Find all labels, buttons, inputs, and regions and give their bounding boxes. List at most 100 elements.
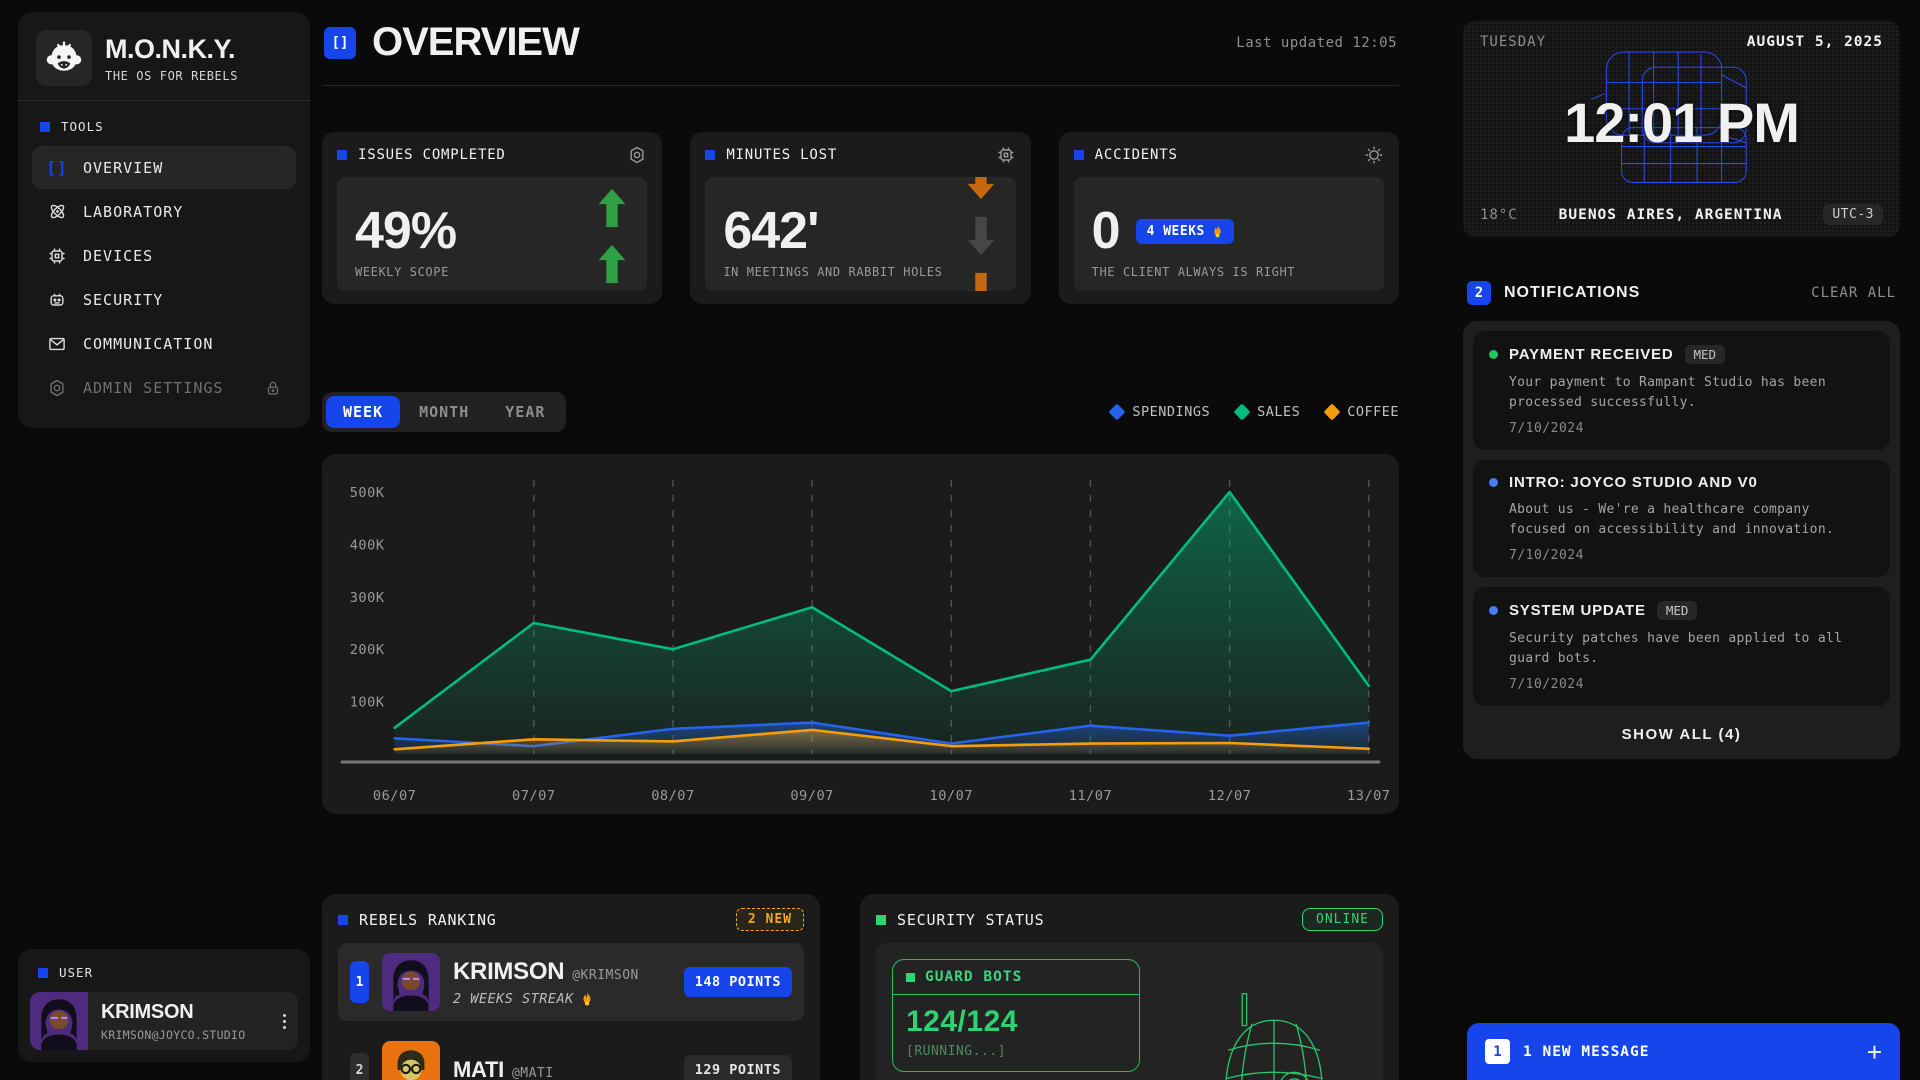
stat-card-issues: ISSUES COMPLETED 49% WEEKLY SCOPE	[322, 132, 662, 304]
notification-date: 7/10/2024	[1489, 421, 1874, 436]
diamond-icon	[1234, 404, 1251, 421]
notification-card[interactable]: INTRO: JOYCO STUDIO AND V0 About us - We…	[1473, 460, 1890, 577]
sidebar-item-devices[interactable]: DEVICES	[32, 234, 296, 278]
current-time: 12:01 PM	[1564, 90, 1799, 155]
sidebar-item-security[interactable]: SECURITY	[32, 278, 296, 322]
points-badge: 129 POINTS	[684, 1055, 792, 1080]
svg-text:07/07: 07/07	[512, 788, 556, 804]
legend-coffee: COFFEE	[1326, 404, 1399, 420]
svg-text:09/07: 09/07	[790, 788, 834, 804]
guard-bots-value: 124/124	[906, 1005, 1126, 1039]
flame-icon	[1212, 224, 1223, 238]
trend-down-arrows-icon	[964, 177, 998, 291]
mail-icon	[46, 334, 68, 354]
stat-panel: 642' IN MEETINGS AND RABBIT HOLES	[705, 177, 1015, 291]
notification-title: INTRO: JOYCO STUDIO AND V0	[1509, 474, 1758, 491]
tools-section-label: TOOLS	[40, 119, 288, 134]
stat-panel: 49% WEEKLY SCOPE	[337, 177, 647, 291]
svg-text:400K: 400K	[350, 537, 385, 553]
notification-card[interactable]: PAYMENT RECEIVED MED Your payment to Ram…	[1473, 331, 1890, 450]
app-subtitle: THE OS FOR REBELS	[105, 69, 238, 83]
stat-card-accidents: ACCIDENTS 0 4 WEEKS	[1059, 132, 1399, 304]
stat-caption: THE CLIENT ALWAYS IS RIGHT	[1092, 265, 1366, 279]
tab-month[interactable]: MONTH	[402, 396, 486, 428]
range-tabs: WEEK MONTH YEAR	[322, 392, 566, 432]
stat-card-minutes-lost: MINUTES LOST 642' IN MEETINGS AND RABBIT…	[690, 132, 1030, 304]
rebel-name: MATI	[453, 1057, 504, 1080]
stat-panel: 0 4 WEEKS THE CLIENT ALWAYS IS RIGHT	[1074, 177, 1384, 291]
last-updated: Last updated 12:05	[1236, 35, 1397, 51]
weekday: TUESDAY	[1480, 34, 1546, 50]
guard-bots-state: [RUNNING...]	[906, 1044, 1126, 1059]
sidebar-item-overview[interactable]: [] OVERVIEW	[32, 146, 296, 189]
svg-text:100K: 100K	[350, 695, 385, 711]
sidebar-divider	[18, 100, 310, 101]
plus-icon[interactable]: +	[1867, 1039, 1882, 1065]
clock-widget: TUESDAY AUGUST 5, 2025 12:01 PM 18°C BUE…	[1463, 21, 1900, 237]
svg-text:08/07: 08/07	[651, 788, 695, 804]
app-logo: M.O.N.K.Y. THE OS FOR REBELS	[32, 26, 296, 100]
sidebar-item-communication[interactable]: COMMUNICATION	[32, 322, 296, 366]
nut-icon[interactable]	[627, 145, 647, 165]
location: BUENOS AIRES, ARGENTINA	[1518, 207, 1824, 223]
blue-square-bullet	[40, 122, 50, 132]
chip-icon[interactable]	[996, 145, 1016, 165]
green-square-bullet	[906, 973, 915, 982]
stat-caption: IN MEETINGS AND RABBIT HOLES	[723, 265, 997, 279]
notifications-title: NOTIFICATIONS	[1504, 284, 1640, 302]
chart-svg: 100K200K300K400K500K06/0707/0708/0709/07…	[328, 462, 1393, 808]
ranking-row[interactable]: 1 KRIMSON @KRIMSON	[338, 943, 804, 1021]
robot-wireframe-illustration	[1199, 977, 1349, 1080]
rebel-handle: @KRIMSON	[572, 968, 639, 983]
blue-square-bullet	[1074, 150, 1084, 160]
notification-title: PAYMENT RECEIVED	[1509, 346, 1674, 363]
svg-text:10/07: 10/07	[930, 788, 974, 804]
stat-title: ISSUES COMPLETED	[358, 147, 506, 163]
tab-week[interactable]: WEEK	[326, 396, 400, 428]
nut-icon	[46, 378, 68, 398]
stat-value: 0	[1092, 205, 1120, 257]
monkey-logo-icon	[36, 30, 92, 86]
user-menu-kebab-icon[interactable]	[283, 1014, 286, 1029]
notification-card[interactable]: SYSTEM UPDATE MED Security patches have …	[1473, 587, 1890, 706]
cog-icon[interactable]	[1364, 145, 1384, 165]
notifications-count-badge: 2	[1467, 281, 1491, 305]
new-message-bar[interactable]: 1 1 NEW MESSAGE +	[1467, 1023, 1900, 1080]
new-count-badge: 2 NEW	[736, 908, 804, 931]
flame-icon	[581, 991, 593, 1006]
priority-badge: MED	[1657, 601, 1698, 620]
rebel-streak: 2 WEEKS STREAK	[453, 991, 639, 1007]
avatar	[30, 992, 88, 1050]
bottom-row: REBELS RANKING 2 NEW 1	[322, 894, 1399, 1080]
ranking-row[interactable]: 2 MATI	[338, 1031, 804, 1080]
sidebar-item-admin-settings[interactable]: ADMIN SETTINGS	[32, 366, 296, 410]
stat-title: MINUTES LOST	[726, 147, 837, 163]
rank-badge: 1	[350, 961, 369, 1003]
blue-square-bullet	[338, 915, 348, 925]
clear-all-button[interactable]: CLEAR ALL	[1811, 285, 1896, 301]
ranking-title: REBELS RANKING	[359, 911, 497, 929]
status-dot	[1489, 606, 1498, 615]
user-profile-row[interactable]: KRIMSON KRIMSON@JOYCO.STUDIO	[30, 992, 298, 1050]
tab-year[interactable]: YEAR	[488, 396, 562, 428]
rank-badge: 2	[350, 1053, 369, 1080]
sidebar-item-laboratory[interactable]: LABORATORY	[32, 189, 296, 234]
rebel-name: KRIMSON	[453, 958, 564, 986]
svg-text:200K: 200K	[350, 642, 385, 658]
blue-square-bullet	[705, 150, 715, 160]
legend-spendings: SPENDINGS	[1111, 404, 1210, 420]
blue-square-bullet	[337, 150, 347, 160]
security-status-card: SECURITY STATUS ONLINE GUARD BOTS 124/12…	[860, 894, 1399, 1080]
diamond-icon	[1324, 404, 1341, 421]
main-content: [] OVERVIEW Last updated 12:05 ISSUES CO…	[322, 0, 1399, 1080]
security-title: SECURITY STATUS	[897, 911, 1044, 929]
status-dot	[1489, 350, 1498, 359]
atom-icon	[46, 201, 68, 222]
user-section-label: USER	[38, 965, 290, 980]
sidebar-tools-card: M.O.N.K.Y. THE OS FOR REBELS TOOLS [] OV…	[18, 12, 310, 428]
user-email: KRIMSON@JOYCO.STUDIO	[101, 1028, 245, 1042]
stat-value: 49%	[355, 205, 629, 257]
svg-text:11/07: 11/07	[1069, 788, 1113, 804]
show-all-button[interactable]: SHOW ALL (4)	[1473, 716, 1890, 749]
right-panel: TUESDAY AUGUST 5, 2025 12:01 PM 18°C BUE…	[1463, 0, 1900, 1080]
